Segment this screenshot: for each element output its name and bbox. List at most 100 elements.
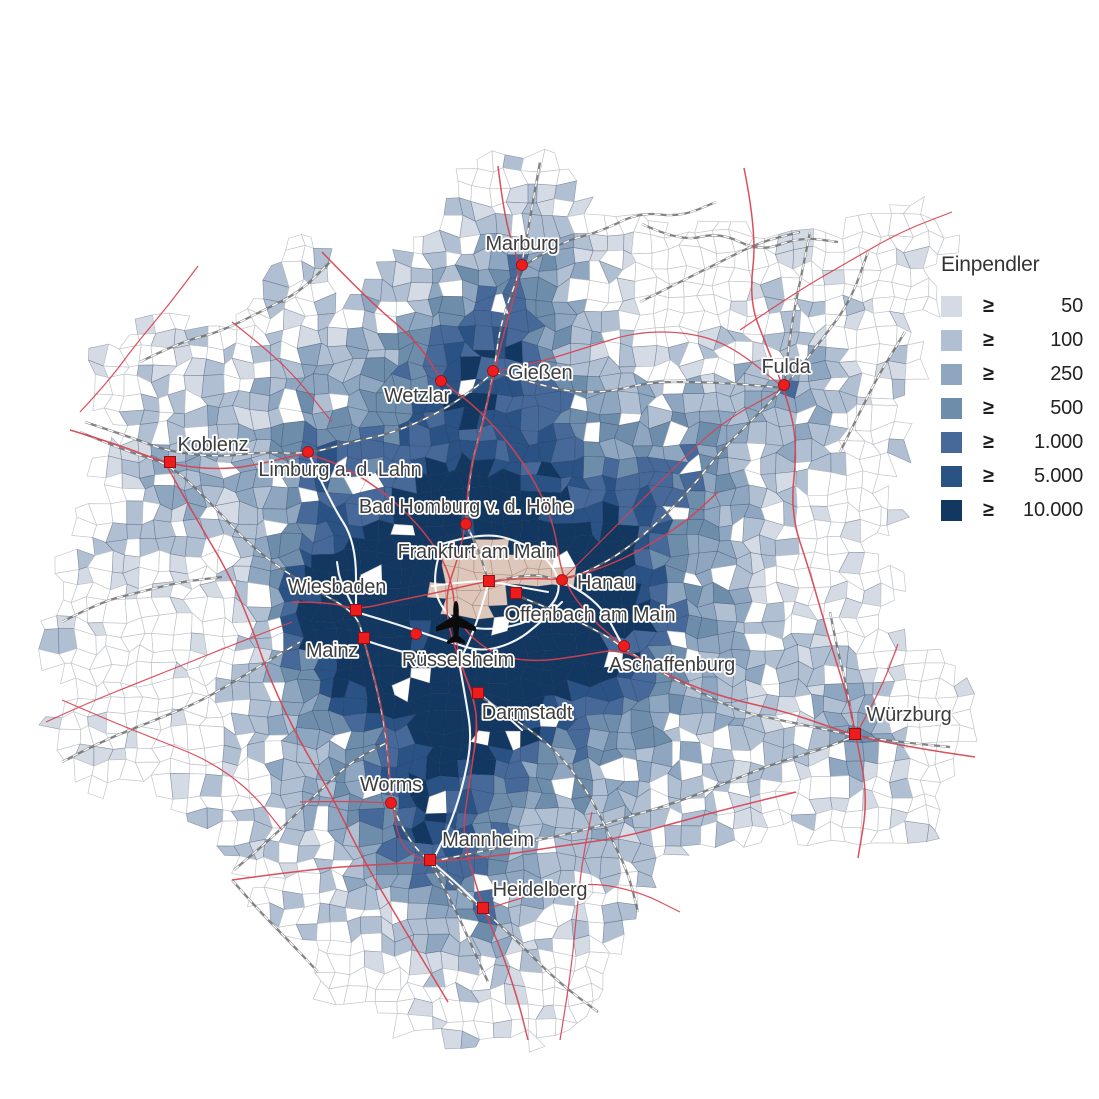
municipality-cell <box>903 649 929 665</box>
municipality-cell <box>390 886 410 904</box>
motorway-road <box>743 167 866 859</box>
municipality-cell <box>774 537 800 557</box>
municipality-cells <box>38 148 978 1053</box>
motorway-road <box>493 331 785 389</box>
municipality-cell <box>390 523 416 536</box>
legend-value: 100 <box>1050 328 1083 351</box>
railway-line-dash <box>839 331 906 453</box>
city-marker-mainz <box>358 632 370 644</box>
municipality-cell <box>390 604 410 622</box>
municipality-cell <box>877 452 898 478</box>
municipality-cell <box>602 933 625 955</box>
municipality-cell <box>636 870 657 889</box>
municipality-cell <box>123 538 141 558</box>
legend-swatch <box>941 431 962 453</box>
municipality-cell <box>231 679 251 701</box>
city-marker-mannheim <box>424 854 436 866</box>
municipality-cell <box>922 245 938 269</box>
municipality-cell <box>343 985 369 1005</box>
municipality-cell <box>520 519 540 543</box>
municipality-cell <box>169 773 191 800</box>
legend-gte-symbol: ≥ <box>983 363 994 385</box>
white-roads <box>306 450 626 912</box>
city-marker-offenbach-am-main <box>510 587 522 599</box>
municipality-cell <box>875 325 898 347</box>
municipality-cell <box>631 327 658 348</box>
legend-row: ≥10.000 <box>941 493 1083 527</box>
city-marker-hanau <box>556 574 568 586</box>
railway-line-dash <box>521 201 717 268</box>
municipality-cell <box>410 267 434 284</box>
municipality-cell <box>648 693 670 714</box>
municipality-cell <box>173 612 193 636</box>
municipality-cell <box>536 169 561 186</box>
municipality-cell <box>206 807 224 830</box>
motorway-road <box>561 387 785 581</box>
legend-gte-symbol: ≥ <box>983 431 994 453</box>
municipality-cell <box>618 366 637 374</box>
city-marker-fulda <box>778 379 790 391</box>
municipality-cell <box>472 325 496 351</box>
local-road <box>430 660 472 864</box>
municipality-cell <box>822 269 846 286</box>
municipality-cell <box>172 632 192 651</box>
legend-rows: ≥50 ≥100 ≥250 ≥500 ≥1.000 ≥5.000 ≥10.000 <box>941 289 1083 527</box>
municipality-cell <box>360 932 383 953</box>
legend-gte-symbol: ≥ <box>983 329 994 351</box>
city-label-wetzlar: Wetzlar <box>384 385 451 407</box>
municipality-cell <box>746 421 767 445</box>
municipality-cell <box>826 502 849 524</box>
city-marker-bad-homburg-v-d-h-he <box>460 518 472 530</box>
legend-row: ≥5.000 <box>941 459 1083 493</box>
municipality-cell <box>86 455 109 479</box>
municipality-cell <box>862 740 880 765</box>
municipality-cell <box>666 533 689 558</box>
municipality-cell <box>313 247 333 269</box>
municipality-cell <box>253 360 272 380</box>
city-label-mainz: Mainz <box>306 640 358 662</box>
municipality-cell <box>934 758 955 783</box>
municipality-cell <box>40 615 59 630</box>
municipality-cell <box>812 284 826 303</box>
municipality-cell <box>542 986 556 1007</box>
municipality-cell <box>110 500 128 525</box>
municipality-cell <box>889 564 907 592</box>
legend-swatch <box>941 329 962 351</box>
municipality-cell <box>440 1028 463 1050</box>
municipality-cell <box>158 549 171 573</box>
city-label-koblenz: Koblenz <box>178 434 249 456</box>
municipality-cell <box>635 746 655 763</box>
municipality-cell <box>231 855 257 879</box>
city-labels: Marburg Gießen Wetzlar Fulda Koblenz Limburg … <box>176 231 954 903</box>
municipality-cell <box>877 806 893 832</box>
municipality-cell <box>246 581 272 608</box>
municipality-cell <box>663 845 690 856</box>
municipality-cell <box>887 438 912 464</box>
city-marker-darmstadt <box>472 687 484 699</box>
municipality-cell <box>807 468 832 496</box>
municipality-cell <box>924 648 946 664</box>
motorway-road <box>854 643 899 737</box>
municipality-cell <box>170 797 189 815</box>
municipality-cell <box>249 344 272 364</box>
railway-line-dash <box>139 261 331 363</box>
motorway-road <box>79 265 199 413</box>
municipality-cell <box>535 1018 557 1039</box>
municipality-cell <box>425 903 450 920</box>
municipality-cell <box>606 234 625 252</box>
local-road <box>560 580 626 650</box>
municipality-cell <box>470 759 497 776</box>
city-marker-heidelberg <box>477 902 489 914</box>
motorway-road <box>299 800 392 804</box>
municipality-cell <box>492 1019 513 1038</box>
city-label-bad-homburg-v-d-h-he: Bad Homburg v. d. Höhe <box>359 496 573 518</box>
municipality-cell <box>841 826 862 846</box>
local-road <box>434 534 560 630</box>
railway-line-dash <box>61 641 301 763</box>
municipality-cell <box>830 452 847 477</box>
municipality-cell <box>282 890 305 910</box>
legend: Einpendler ≥50 ≥100 ≥250 ≥500 ≥1.000 ≥5.000 ≥1… <box>941 253 1083 527</box>
municipality-cell <box>936 234 961 256</box>
legend-value: 10.000 <box>1023 498 1083 521</box>
legend-swatch <box>941 363 962 385</box>
